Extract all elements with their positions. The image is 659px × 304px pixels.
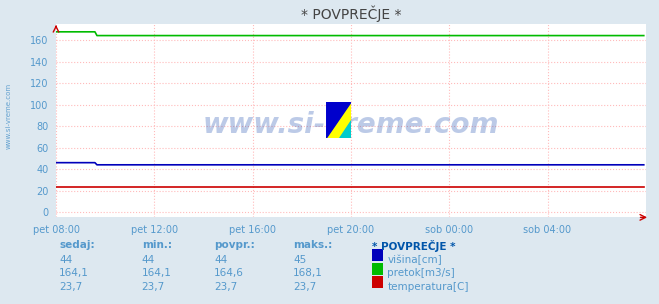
Text: višina[cm]: višina[cm] [387, 255, 442, 265]
Text: www.si-vreme.com: www.si-vreme.com [5, 82, 11, 149]
Polygon shape [326, 102, 351, 138]
Text: pretok[m3/s]: pretok[m3/s] [387, 268, 455, 278]
Text: sedaj:: sedaj: [59, 240, 95, 250]
Text: 44: 44 [59, 255, 72, 265]
Text: www.si-vreme.com: www.si-vreme.com [203, 111, 499, 139]
Text: 23,7: 23,7 [214, 282, 237, 292]
Text: 23,7: 23,7 [142, 282, 165, 292]
Text: 164,1: 164,1 [59, 268, 89, 278]
Title: * POVPREČJE *: * POVPREČJE * [301, 5, 401, 22]
Text: 164,1: 164,1 [142, 268, 171, 278]
Text: maks.:: maks.: [293, 240, 333, 250]
Text: 44: 44 [142, 255, 155, 265]
Text: povpr.:: povpr.: [214, 240, 255, 250]
Text: temperatura[C]: temperatura[C] [387, 282, 469, 292]
Text: 23,7: 23,7 [59, 282, 82, 292]
Text: 164,6: 164,6 [214, 268, 244, 278]
Text: 44: 44 [214, 255, 227, 265]
Text: 23,7: 23,7 [293, 282, 316, 292]
Text: min.:: min.: [142, 240, 172, 250]
Polygon shape [326, 102, 351, 138]
Polygon shape [339, 120, 351, 138]
Text: * POVPREČJE *: * POVPREČJE * [372, 240, 456, 252]
Text: 168,1: 168,1 [293, 268, 323, 278]
Text: 45: 45 [293, 255, 306, 265]
